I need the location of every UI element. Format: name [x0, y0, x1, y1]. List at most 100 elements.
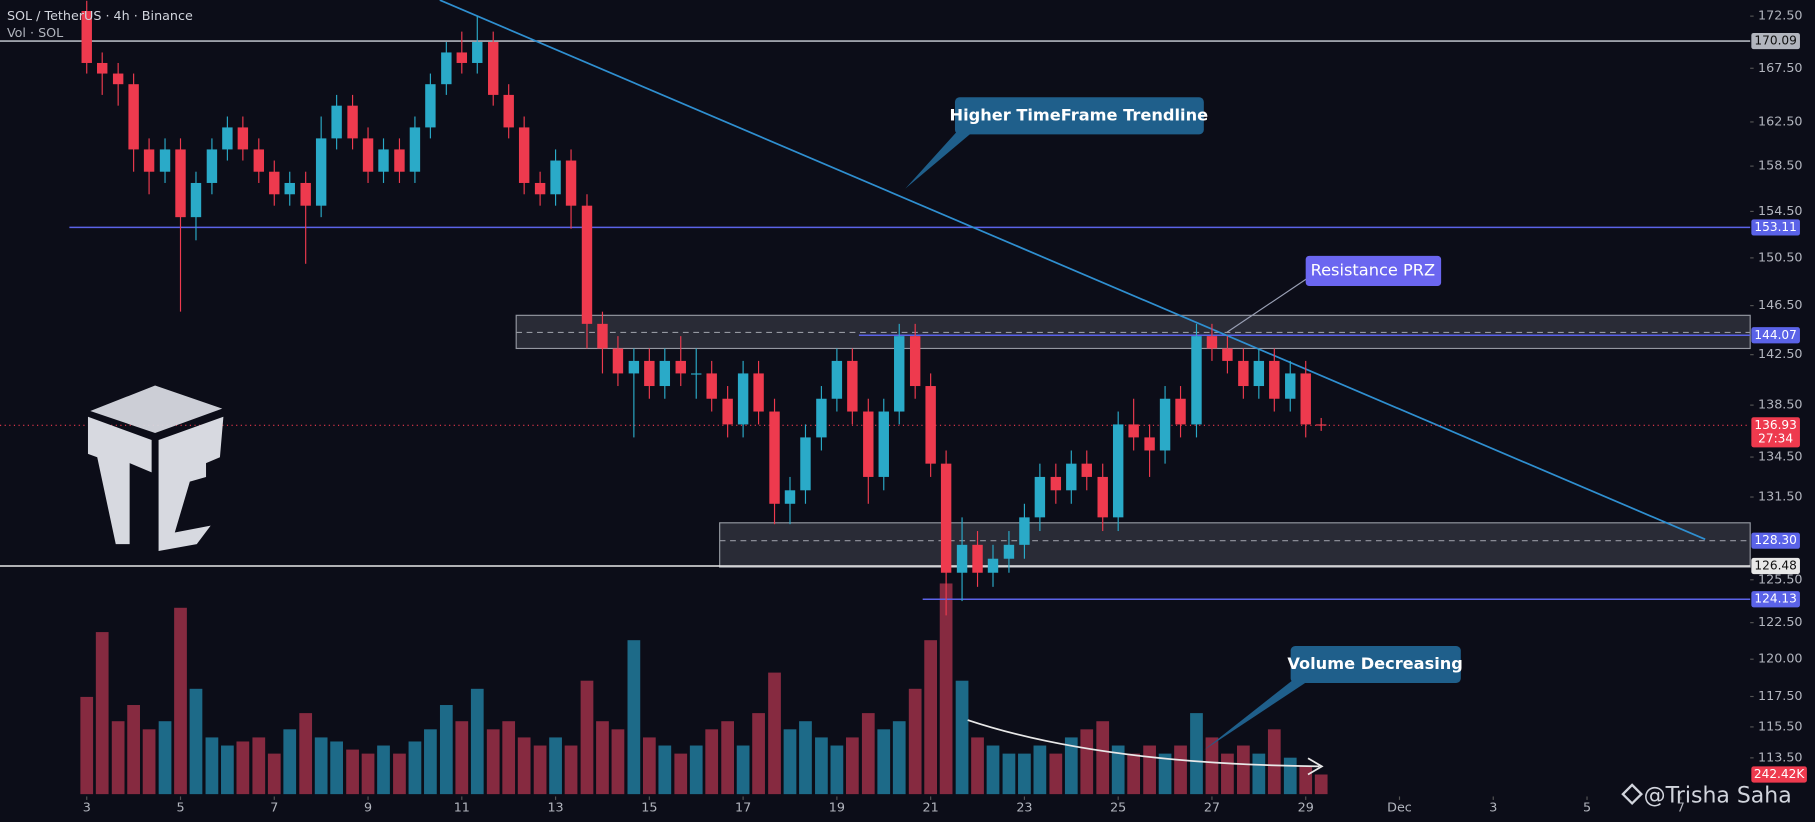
candle-body	[534, 182, 546, 195]
volume-bar	[1049, 753, 1063, 795]
volume-bar	[502, 721, 516, 795]
candle-body	[706, 373, 717, 399]
level-tag-bg	[1751, 219, 1800, 236]
candle-body	[222, 127, 233, 150]
candle-body	[128, 84, 139, 150]
y-tick-label: 158.50	[1758, 159, 1803, 174]
candle-layer	[81, 0, 1327, 616]
candle-body	[1253, 360, 1265, 387]
candle-body	[1097, 476, 1108, 518]
y-tick-label: 167.50	[1758, 61, 1803, 76]
volume-bar	[1174, 745, 1187, 795]
candle-body	[362, 138, 374, 172]
zone-layer	[515, 314, 1751, 568]
volume-bar	[1283, 757, 1297, 795]
candle-body	[441, 52, 452, 85]
volume-bar	[314, 737, 328, 795]
volume-bar	[330, 741, 343, 795]
volume-bar	[611, 729, 625, 795]
candle-body	[96, 62, 108, 74]
volume-bar	[924, 640, 938, 795]
volume-bar	[1111, 745, 1125, 795]
price-tag-bg	[1751, 417, 1800, 448]
volume-bar	[221, 745, 234, 795]
candle-body	[581, 205, 593, 324]
candle-body	[1222, 348, 1233, 361]
volume-bar	[1221, 753, 1234, 795]
volume-bar	[533, 745, 547, 795]
candle-body	[331, 105, 342, 139]
volume-bar	[1127, 753, 1141, 795]
candle-body	[1269, 360, 1280, 399]
symbol-title: SOL / TetherUS · 4h · Binance	[7, 9, 193, 24]
volume-bar	[517, 737, 531, 795]
candle-body	[675, 360, 686, 374]
candle-body	[925, 386, 936, 464]
volume-bar	[1002, 753, 1016, 795]
candle-body	[628, 360, 640, 374]
volume-bar	[174, 607, 187, 795]
x-tick-label: 3	[83, 801, 91, 816]
x-tick-label: 9	[364, 801, 372, 816]
zone-tag-bg	[1751, 532, 1800, 549]
candle-body	[769, 411, 780, 504]
candle-body	[722, 398, 733, 425]
volume-bar	[455, 721, 469, 795]
volume-bar	[283, 729, 297, 795]
candle-body	[1315, 424, 1327, 426]
candle-body	[378, 149, 389, 172]
volume-bar	[267, 753, 281, 795]
volume-title: Vol · SOL	[7, 26, 64, 41]
candle-body	[894, 336, 905, 412]
volume-bar	[1252, 753, 1266, 795]
candle-body	[518, 127, 530, 183]
candle-body	[800, 437, 811, 491]
volume-bar	[470, 688, 484, 795]
candle-body	[612, 348, 624, 374]
candle-body	[1206, 336, 1218, 349]
volume-bar	[1314, 774, 1328, 795]
volume-tag: 242.42K	[1754, 767, 1805, 781]
y-tick-label: 154.50	[1758, 204, 1803, 219]
volume-bar	[127, 705, 140, 795]
volume-bar	[721, 721, 735, 795]
volume-bar	[986, 745, 1000, 795]
level-tag: 126.48	[1754, 558, 1796, 572]
x-tick-label: 13	[547, 801, 563, 816]
volume-bar	[845, 737, 859, 795]
volume-bar	[752, 713, 765, 795]
candle-body	[940, 463, 952, 573]
candle-body	[863, 411, 874, 477]
volume-bar	[596, 721, 609, 795]
volume-bar	[189, 688, 203, 795]
x-tick-label: 21	[923, 801, 939, 816]
candle-body	[394, 149, 405, 172]
volume-bar	[393, 753, 406, 795]
x-tick-label: 5	[176, 801, 184, 816]
volume-layer	[80, 583, 1328, 795]
candle-body	[816, 398, 827, 438]
volume-bar	[689, 745, 703, 795]
volume-bar	[1158, 753, 1172, 795]
volume-bar	[1080, 729, 1094, 795]
level-tag-bg	[1751, 557, 1800, 575]
volume-bar	[642, 737, 656, 795]
level-tag: 153.11	[1754, 220, 1796, 234]
zone-tag: 128.30	[1754, 533, 1796, 547]
candle-body	[644, 360, 655, 387]
logo	[87, 385, 224, 552]
candle-body	[409, 127, 421, 172]
candle-body	[425, 84, 436, 128]
x-tick-label: 17	[735, 801, 751, 816]
candle-body	[1050, 476, 1062, 491]
volume-bar	[705, 729, 719, 795]
volume-bar	[158, 721, 172, 795]
level-tag: 124.13	[1754, 592, 1796, 606]
y-tick-label: 122.50	[1758, 615, 1803, 630]
volume-bar	[1236, 745, 1250, 795]
volume-bar	[939, 583, 953, 795]
x-tick-label: 11	[454, 801, 470, 816]
watermark: @Trisha Saha	[1621, 783, 1792, 808]
candle-body	[81, 11, 92, 63]
